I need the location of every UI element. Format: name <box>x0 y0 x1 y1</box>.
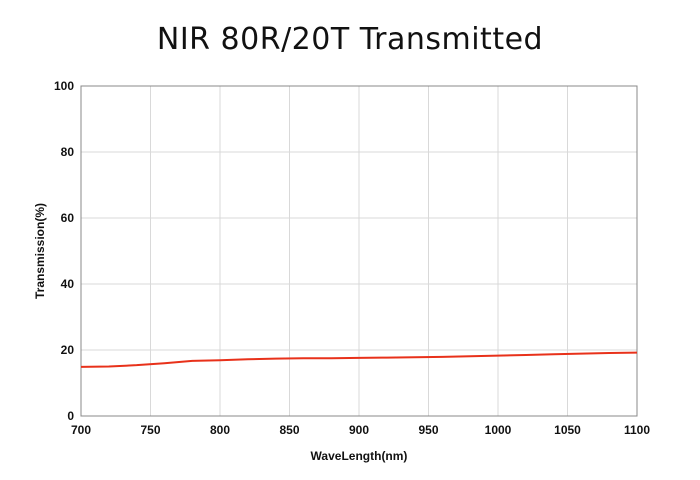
x-tick-label: 1050 <box>554 423 581 437</box>
chart-title: NIR 80R/20T Transmitted <box>156 22 544 57</box>
y-tick-label: 40 <box>61 277 75 291</box>
x-tick-label: 800 <box>210 423 230 437</box>
x-axis-label: WaveLength(nm) <box>311 449 408 463</box>
y-tick-label: 20 <box>61 343 75 357</box>
x-tick-label: 1100 <box>624 423 650 437</box>
y-tick-label: 0 <box>67 409 74 423</box>
x-tick-label: 1000 <box>485 423 512 437</box>
series-line <box>80 351 638 368</box>
y-tick-label: 100 <box>54 79 74 93</box>
y-axis-label: Transmission(%) <box>33 203 47 299</box>
y-axis-ticks: 0 20 40 60 80 100 <box>54 79 74 423</box>
grid-lines <box>80 85 638 417</box>
y-tick-label: 80 <box>61 145 75 159</box>
y-tick-label: 60 <box>61 211 75 225</box>
x-tick-label: 850 <box>279 423 299 437</box>
x-tick-label: 900 <box>349 423 369 437</box>
x-tick-label: 700 <box>71 423 91 437</box>
plot-frame <box>80 85 638 417</box>
x-tick-label: 750 <box>140 423 160 437</box>
x-axis-ticks: 700 750 800 850 900 950 1000 1050 1100 <box>71 423 650 437</box>
x-tick-label: 950 <box>418 423 438 437</box>
